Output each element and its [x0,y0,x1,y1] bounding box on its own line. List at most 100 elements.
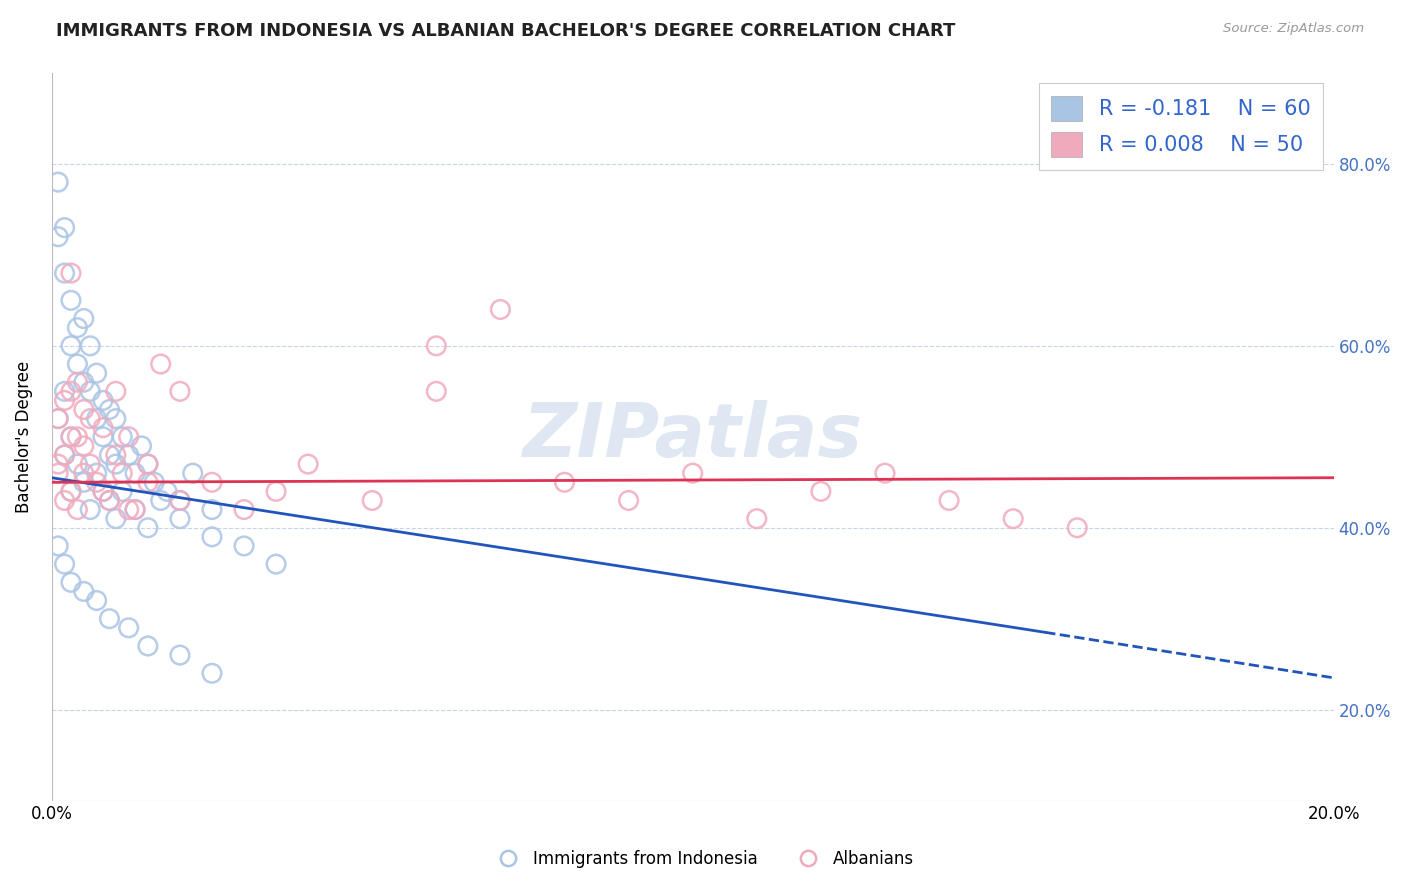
Point [91,484,114,499]
Point [1002,511,1025,525]
Point [111,466,134,480]
Point [1066,521,1088,535]
Point [156,484,179,499]
Point [104,384,127,399]
Point [136,457,159,471]
Point [86,466,108,480]
Point [79,457,101,471]
Point [59,430,82,444]
Point [59,384,82,399]
Point [66,357,89,371]
Point [66,502,89,516]
Point [53,393,76,408]
Point [79,502,101,516]
Point [361,493,384,508]
Point [233,539,256,553]
Point [136,457,159,471]
Point [118,621,141,635]
Point [169,493,191,508]
Point [104,411,127,425]
Point [59,484,82,499]
Point [91,420,114,434]
Point [46,411,69,425]
Point [201,502,224,516]
Point [124,502,146,516]
Point [53,448,76,462]
Point [66,430,89,444]
Point [46,457,69,471]
Point [264,484,287,499]
Point [66,320,89,334]
Point [86,366,108,380]
Point [143,475,166,490]
Point [91,393,114,408]
Point [53,493,76,508]
Point [131,439,153,453]
Point [201,666,224,681]
Point [53,384,76,399]
Point [53,220,76,235]
Point [66,457,89,471]
Point [59,293,82,308]
Point [104,457,127,471]
Point [53,448,76,462]
Point [46,175,69,189]
Point [46,229,69,244]
Point [201,475,224,490]
Point [104,448,127,462]
Point [617,493,640,508]
Point [104,511,127,525]
Point [46,539,69,553]
Point [682,466,704,480]
Text: IMMIGRANTS FROM INDONESIA VS ALBANIAN BACHELOR'S DEGREE CORRELATION CHART: IMMIGRANTS FROM INDONESIA VS ALBANIAN BA… [56,22,956,40]
Point [118,502,141,516]
Point [489,302,512,317]
Point [425,384,447,399]
Point [425,339,447,353]
Point [111,430,134,444]
Point [91,484,114,499]
Point [98,612,121,626]
Point [98,493,121,508]
Point [53,266,76,280]
Point [98,402,121,417]
Point [73,439,96,453]
Point [79,339,101,353]
Point [111,484,134,499]
Point [149,357,172,371]
Point [169,384,191,399]
Point [149,493,172,508]
Point [124,502,146,516]
Point [66,376,89,390]
Point [59,430,82,444]
Point [873,466,896,480]
Point [46,411,69,425]
Text: Source: ZipAtlas.com: Source: ZipAtlas.com [1223,22,1364,36]
Point [233,502,256,516]
Point [124,466,146,480]
Point [169,493,191,508]
Point [553,475,575,490]
Point [98,448,121,462]
Point [938,493,960,508]
Point [59,484,82,499]
Point [118,430,141,444]
Point [73,475,96,490]
Point [264,557,287,571]
Point [201,530,224,544]
Point [79,384,101,399]
Point [86,411,108,425]
Point [73,311,96,326]
Point [86,475,108,490]
Point [297,457,319,471]
Legend: R = -0.181    N = 60, R = 0.008    N = 50: R = -0.181 N = 60, R = 0.008 N = 50 [1039,83,1323,169]
Point [59,266,82,280]
Point [745,511,768,525]
Point [169,511,191,525]
Point [136,639,159,653]
Point [86,593,108,607]
Point [91,430,114,444]
Legend: Immigrants from Indonesia, Albanians: Immigrants from Indonesia, Albanians [485,844,921,875]
Point [79,411,101,425]
Point [136,521,159,535]
